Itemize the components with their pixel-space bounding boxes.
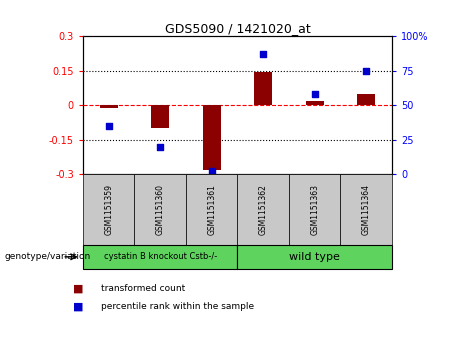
Bar (151, 105, 169, 128)
Text: GSM1151361: GSM1151361 (207, 184, 216, 235)
Title: GDS5090 / 1421020_at: GDS5090 / 1421020_at (165, 22, 310, 35)
Point (208, 168, 215, 174)
Text: genotype/variation: genotype/variation (5, 252, 91, 261)
Text: ■: ■ (73, 284, 83, 294)
Text: wild type: wild type (289, 252, 340, 262)
Bar (100, 105, 118, 108)
Text: transformed count: transformed count (101, 284, 186, 293)
Point (311, 91, 318, 97)
Point (156, 144, 164, 150)
Point (105, 123, 112, 129)
Point (362, 68, 370, 74)
Bar (357, 94, 375, 105)
Point (260, 51, 267, 57)
Text: GSM1151359: GSM1151359 (104, 184, 113, 235)
Text: GSM1151364: GSM1151364 (361, 184, 371, 235)
Text: cystatin B knockout Cstb-/-: cystatin B knockout Cstb-/- (104, 252, 217, 261)
Text: percentile rank within the sample: percentile rank within the sample (101, 302, 254, 311)
Text: GSM1151360: GSM1151360 (156, 184, 165, 235)
Bar (203, 105, 221, 170)
Text: GSM1151362: GSM1151362 (259, 184, 268, 235)
Bar (306, 101, 324, 105)
Text: ■: ■ (73, 302, 83, 312)
Text: GSM1151363: GSM1151363 (310, 184, 319, 235)
Bar (254, 72, 272, 105)
